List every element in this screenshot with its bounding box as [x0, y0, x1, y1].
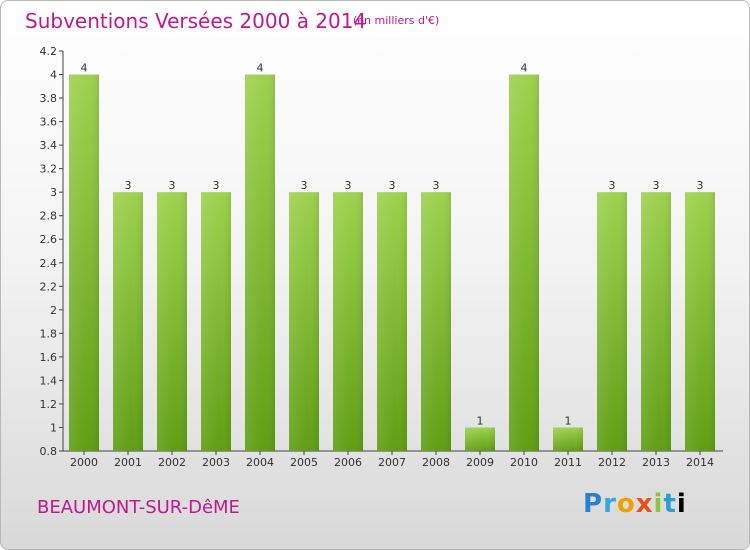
- bar-highlight: [113, 192, 143, 452]
- bar-highlight: [201, 192, 231, 452]
- bar-highlight: [641, 192, 671, 452]
- y-tick-label: 2.6: [40, 233, 58, 246]
- y-tick-label: 3.8: [40, 92, 58, 105]
- bar-value-label: 1: [565, 414, 572, 427]
- y-tick-label: 2.4: [40, 257, 58, 270]
- bar-value-label: 4: [81, 62, 88, 75]
- bar-value-label: 3: [653, 179, 660, 192]
- y-tick-label: 3.4: [40, 139, 58, 152]
- y-tick-label: 0.8: [40, 445, 58, 458]
- bar-highlight: [245, 74, 275, 451]
- bar-value-label: 3: [213, 179, 220, 192]
- y-tick-label: 2: [50, 304, 57, 317]
- x-tick-label: 2005: [290, 456, 318, 469]
- y-tick-label: 4: [50, 69, 57, 82]
- bar-highlight: [289, 192, 319, 452]
- y-tick-label: 1.6: [40, 351, 58, 364]
- bar-highlight: [597, 192, 627, 452]
- x-tick-label: 2002: [158, 456, 186, 469]
- logo-letter: i: [676, 489, 687, 519]
- bar-highlight: [333, 192, 363, 452]
- y-tick-label: 3.2: [40, 163, 58, 176]
- bar-value-label: 3: [389, 179, 396, 192]
- proxiti-logo: Proxiti: [583, 489, 687, 519]
- y-tick-label: 1.8: [40, 327, 58, 340]
- logo-letter: t: [663, 489, 677, 519]
- logo-letter: i: [653, 489, 664, 519]
- y-tick-label: 1.4: [40, 374, 58, 387]
- x-tick-label: 2003: [202, 456, 230, 469]
- y-tick-label: 3: [50, 186, 57, 199]
- bar-value-label: 3: [609, 179, 616, 192]
- logo-letter: P: [583, 489, 604, 519]
- x-tick-label: 2006: [334, 456, 362, 469]
- bar-highlight: [509, 74, 539, 451]
- x-tick-label: 2007: [378, 456, 406, 469]
- bar-value-label: 3: [345, 179, 352, 192]
- x-tick-label: 2001: [114, 456, 142, 469]
- y-tick-label: 1.2: [40, 398, 58, 411]
- bar-value-label: 3: [169, 179, 176, 192]
- bar-highlight: [421, 192, 451, 452]
- bar-highlight: [377, 192, 407, 452]
- y-tick-label: 2.2: [40, 280, 58, 293]
- bar-highlight: [157, 192, 187, 452]
- x-tick-label: 2000: [70, 456, 98, 469]
- bar-highlight: [69, 74, 99, 451]
- x-tick-label: 2013: [642, 456, 670, 469]
- bar-value-label: 3: [301, 179, 308, 192]
- city-name: BEAUMONT-SUR-DêME: [37, 497, 240, 518]
- logo-letter: r: [603, 489, 617, 519]
- y-tick-label: 3.6: [40, 116, 58, 129]
- y-tick-label: 1: [50, 421, 57, 434]
- y-tick-label: 4.2: [40, 45, 58, 58]
- bar-highlight: [685, 192, 715, 452]
- bar-value-label: 4: [521, 62, 528, 75]
- x-tick-label: 2014: [686, 456, 714, 469]
- bar-value-label: 3: [433, 179, 440, 192]
- bar-value-label: 3: [697, 179, 704, 192]
- chart-title: Subventions Versées 2000 à 2014: [25, 9, 367, 33]
- bar-value-label: 3: [125, 179, 132, 192]
- bar-value-label: 4: [257, 62, 264, 75]
- x-tick-label: 2008: [422, 456, 450, 469]
- bar-highlight: [465, 427, 495, 451]
- x-tick-label: 2012: [598, 456, 626, 469]
- x-tick-label: 2010: [510, 456, 538, 469]
- x-tick-label: 2004: [246, 456, 274, 469]
- bar-highlight: [553, 427, 583, 451]
- unit-label: (en milliers d'€): [353, 14, 440, 27]
- logo-letter: x: [635, 489, 654, 519]
- bar-value-label: 1: [477, 414, 484, 427]
- x-tick-label: 2011: [554, 456, 582, 469]
- x-tick-label: 2009: [466, 456, 494, 469]
- logo-letter: o: [616, 489, 636, 519]
- y-tick-label: 2.8: [40, 210, 58, 223]
